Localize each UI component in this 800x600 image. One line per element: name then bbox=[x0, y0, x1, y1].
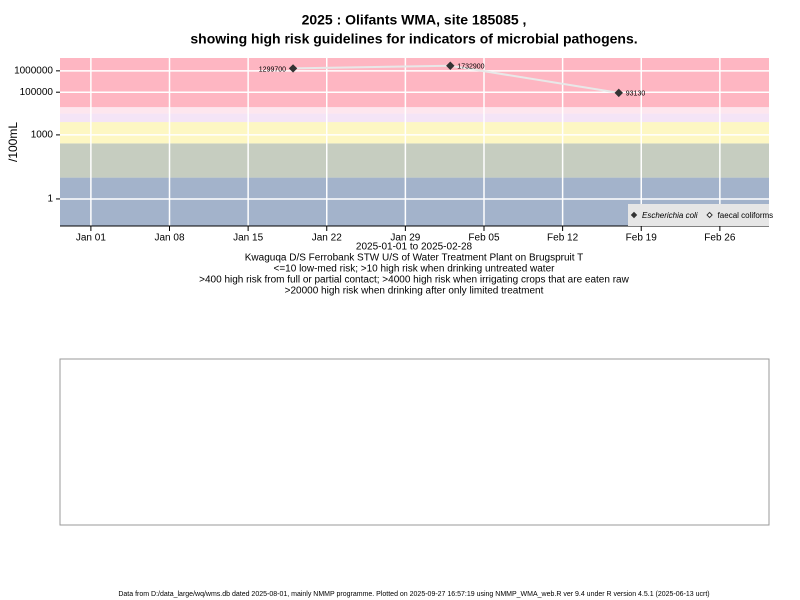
legend-marker bbox=[630, 211, 638, 219]
data-label: 1732900 bbox=[457, 64, 484, 71]
x-tick-label: Feb 26 bbox=[704, 233, 736, 244]
x-tick-label: Feb 12 bbox=[547, 233, 579, 244]
y-tick-label: 1000000 bbox=[14, 65, 53, 76]
data-label: 93130 bbox=[626, 91, 646, 98]
x-tick-label: Feb 05 bbox=[468, 233, 500, 244]
data-point bbox=[614, 88, 623, 98]
data-point bbox=[288, 64, 298, 73]
risk-band bbox=[60, 143, 769, 178]
x-tick-label: Jan 22 bbox=[312, 233, 342, 244]
legend-label: faecal coliforms bbox=[718, 211, 774, 220]
chart-title: 2025 : Olifants WMA, site 185085 , bbox=[302, 12, 527, 28]
caption-line: >20000 high risk when drinking after onl… bbox=[285, 286, 544, 297]
empty-panel bbox=[59, 358, 770, 526]
legend-label: Escherichia coli bbox=[642, 211, 698, 220]
y-tick-label: 1 bbox=[47, 194, 53, 205]
risk-band bbox=[60, 122, 769, 144]
x-tick-label: Jan 29 bbox=[390, 233, 420, 244]
data-label: 1299700 bbox=[259, 66, 286, 73]
caption-line: Kwaguqa D/S Ferrobank STW U/S of Water T… bbox=[245, 253, 583, 264]
chart-title: showing high risk guidelines for indicat… bbox=[190, 31, 637, 47]
x-tick-label: Jan 08 bbox=[154, 233, 184, 244]
caption-line: 2025-01-01 to 2025-02-28 bbox=[356, 242, 473, 253]
y-tick-label: 1000 bbox=[31, 130, 54, 141]
x-tick-label: Jan 01 bbox=[76, 233, 106, 244]
y-tick-label: 100000 bbox=[20, 87, 54, 98]
x-tick-label: Jan 15 bbox=[233, 233, 263, 244]
data-point bbox=[446, 61, 455, 70]
caption-line: >400 high risk from full or partial cont… bbox=[199, 275, 629, 286]
legend-box bbox=[628, 204, 769, 226]
y-axis-label: /100mL bbox=[6, 122, 20, 162]
risk-band bbox=[60, 107, 769, 114]
footer: Data from D:/data_large/wq/wms.db dated … bbox=[118, 591, 709, 598]
caption-line: <=10 low-med risk; >10 high risk when dr… bbox=[274, 264, 556, 275]
risk-band bbox=[60, 113, 769, 123]
x-tick-label: Feb 19 bbox=[626, 233, 658, 244]
legend-marker bbox=[706, 211, 713, 219]
